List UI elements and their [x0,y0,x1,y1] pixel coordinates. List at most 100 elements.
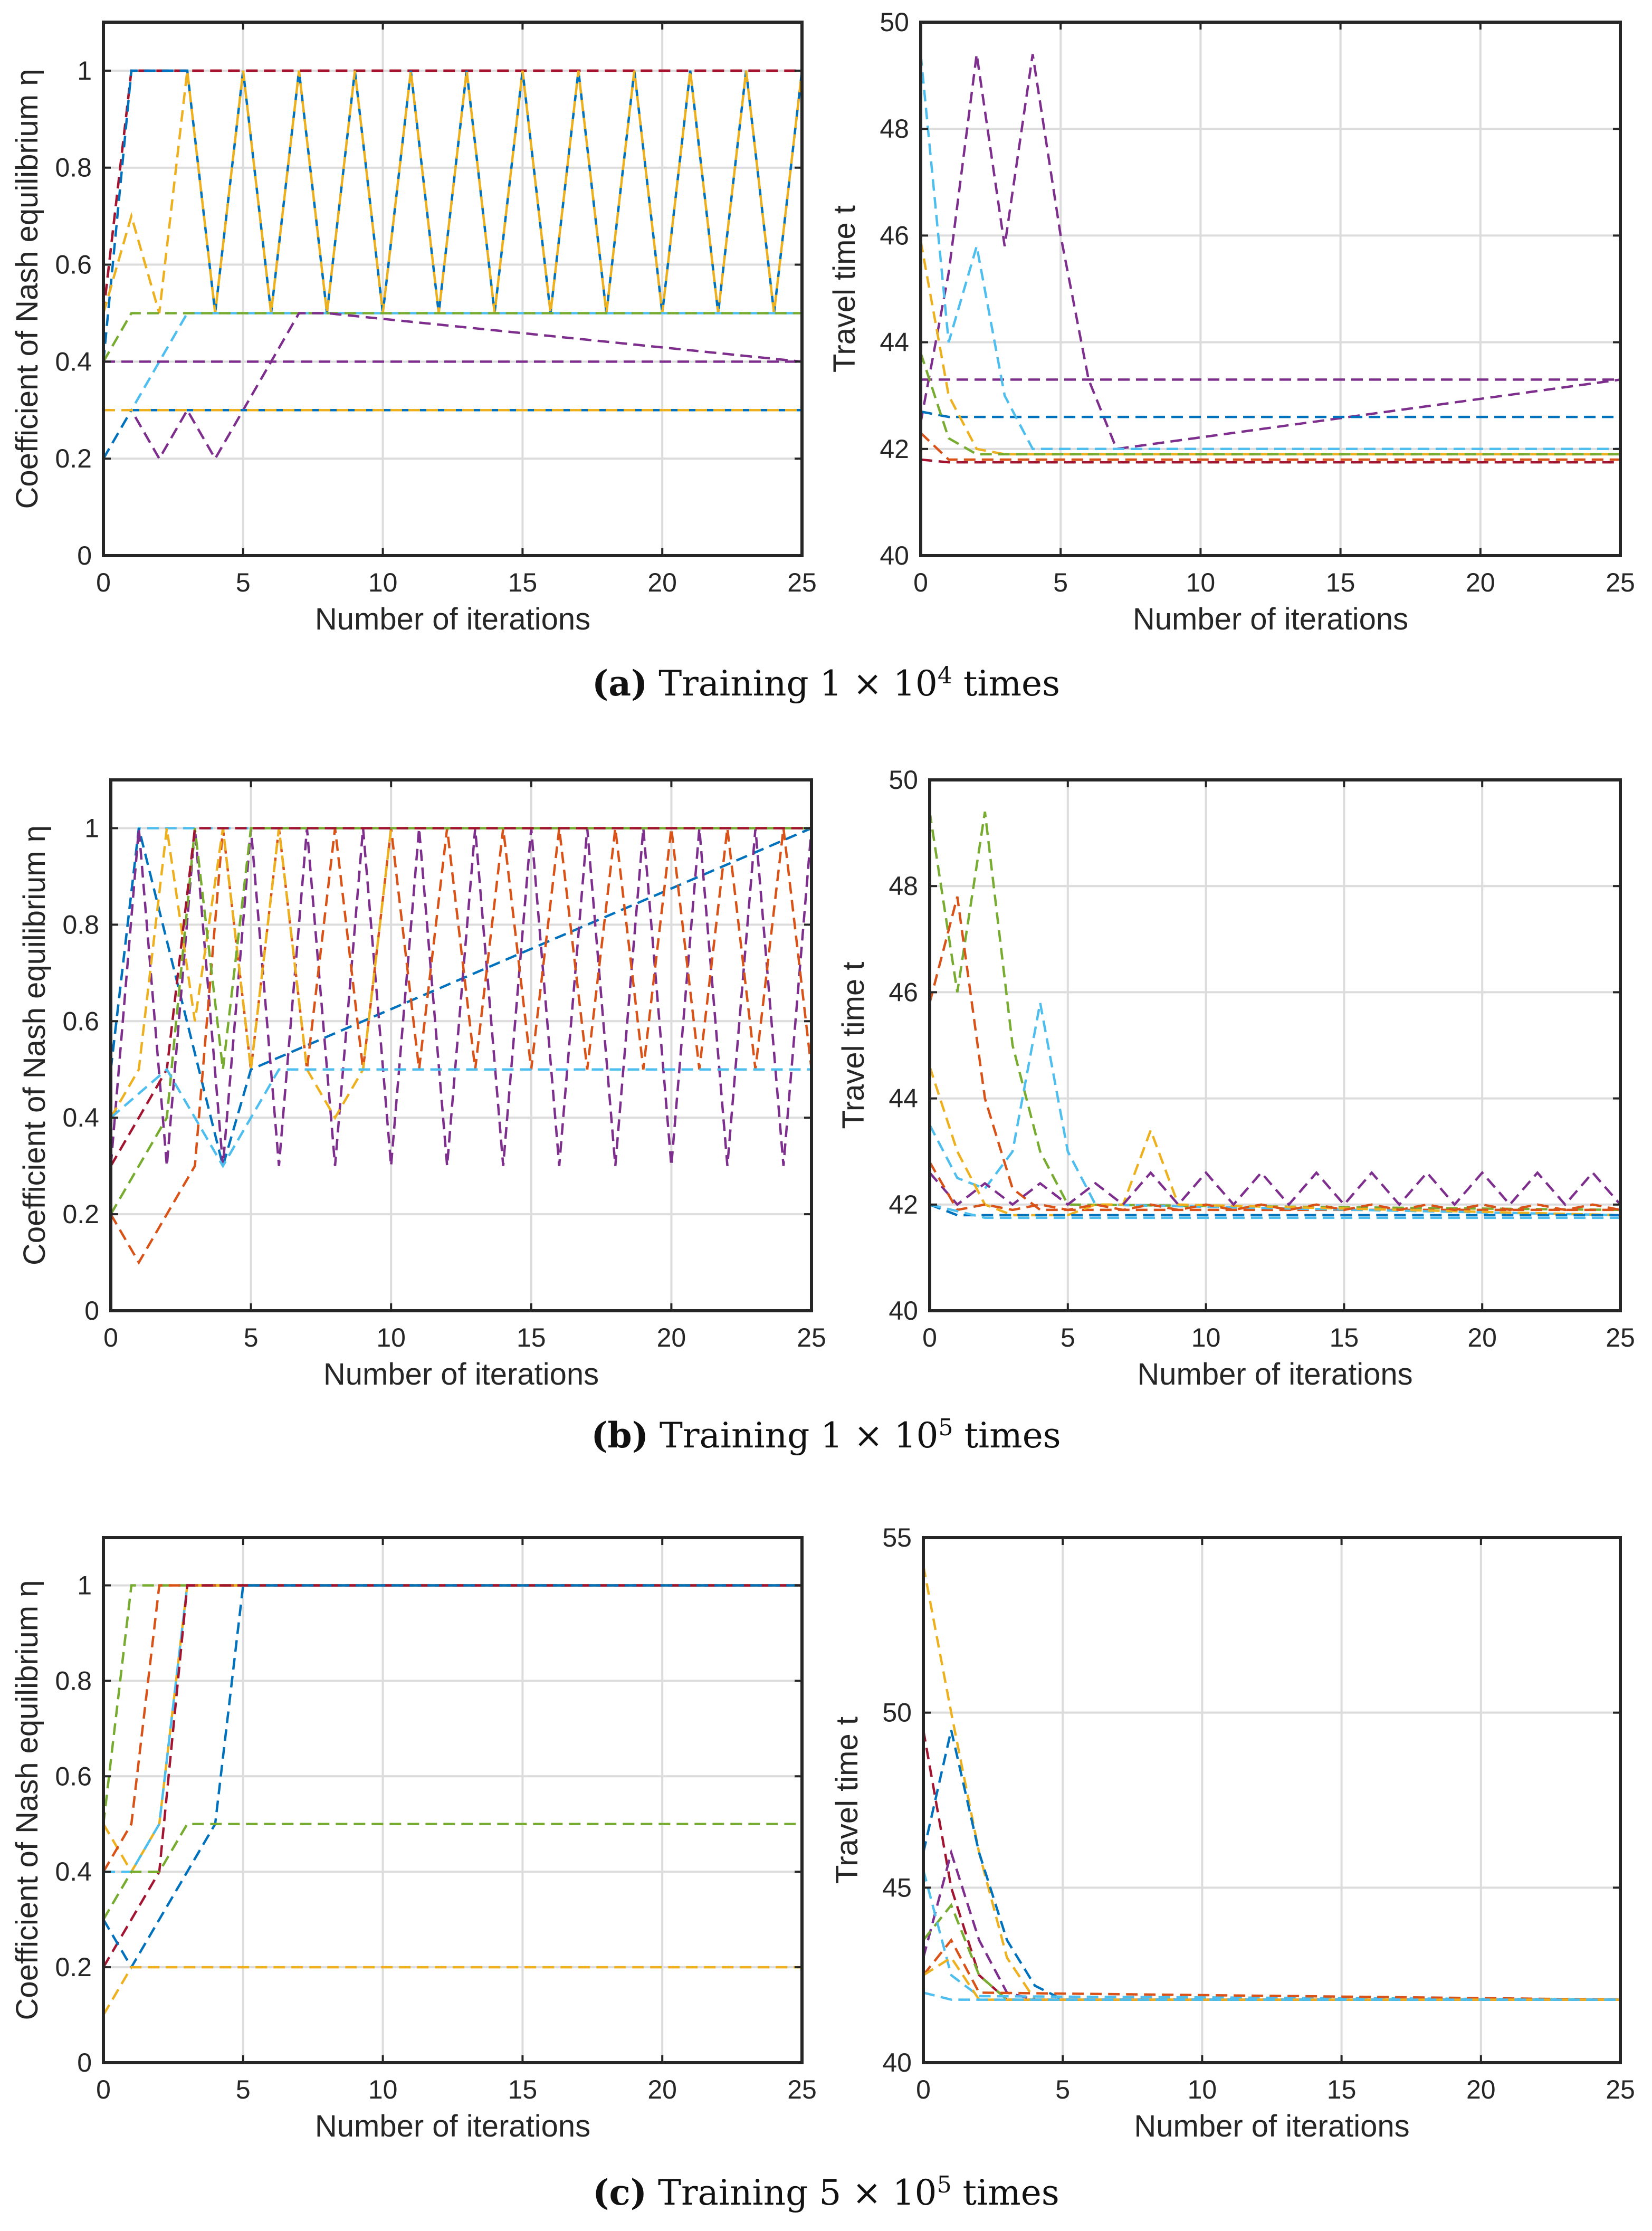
x-tick-label: 10 [1186,568,1216,597]
plot-area [923,1538,1620,2063]
y-tick-label: 0.2 [55,1952,92,1982]
series-line-6 [929,1161,1621,1212]
y-tick-label: 50 [880,7,909,37]
caption-b-exponent: 5 [938,1414,953,1441]
y-tick-label: 0.8 [62,910,99,939]
plot-area [103,22,802,556]
chart-c-left: 0 5 10 15 20 25 0 0.2 0.4 0.6 0.8 1 Number of iterat… [10,1536,817,2143]
y-axis-label: Coefficient of Nash equilibrium η [17,825,52,1265]
x-tick-label: 10 [1188,2075,1217,2104]
x-tick-label: 10 [1191,1323,1221,1352]
plot-area [103,1538,802,2063]
y-tick-label: 0 [77,2048,92,2077]
y-tick-label: 46 [880,221,909,250]
series-line-6 [102,312,802,363]
axis-frame [919,21,1622,557]
plot-area [921,22,1620,556]
caption-c-exponent: 5 [937,2171,952,2198]
caption-b-suffix: times [953,1415,1061,1456]
x-axis-label: Number of iterations [1134,2109,1409,2143]
series-line-4 [928,1066,1621,1217]
y-tick-label: 42 [880,434,909,464]
caption-a-letter: (a) [592,663,648,704]
series-line-2 [109,827,812,1171]
y-tick-label: 40 [880,541,909,570]
chart-a-left: 0 5 10 15 20 25 0 0.2 0.4 0.6 0.8 1 Number of iterat… [10,21,817,636]
caption-c-letter: (c) [593,2172,647,2213]
series-line-6 [919,352,1620,456]
x-tick-label: 20 [657,1323,686,1352]
series-line-9 [923,1991,1620,2001]
x-tick-label: 25 [797,1323,826,1352]
y-axis-label: Travel time t [836,962,871,1129]
axis-frame [102,21,804,557]
x-tick-label: 10 [368,2075,398,2104]
x-tick-label: 0 [96,568,111,597]
series-line-5 [919,241,1620,456]
x-tick-label: 10 [368,568,398,597]
y-tick-label: 1 [84,813,99,843]
series-line-2 [928,896,1620,1212]
x-axis-label: Number of iterations [1133,602,1408,636]
series-line-1 [928,812,1621,1212]
series-line-7 [920,432,1620,461]
y-tick-label: 0.6 [55,1761,92,1791]
series-line-2 [922,1730,1620,2001]
x-tick-label: 25 [1606,1323,1635,1352]
series-line-3 [109,828,813,1166]
y-tick-label: 50 [889,765,918,795]
y-tick-label: 46 [889,977,918,1007]
y-tick-label: 0 [84,1296,99,1326]
series-line-6 [922,1870,1621,2001]
series-line-8 [929,1203,1620,1219]
caption-a-suffix: times [952,663,1060,704]
y-tick-label: 0.2 [62,1199,99,1229]
axis-frame [922,1536,1622,2064]
x-tick-label: 25 [1606,2075,1635,2104]
x-tick-label: 15 [1327,2075,1357,2104]
y-tick-label: 0 [77,541,92,570]
x-tick-label: 5 [236,2075,251,2104]
x-tick-label: 5 [1055,2075,1070,2104]
chart-b-right: 0 5 10 15 20 25 40 42 44 46 48 50 Number of iteratio… [836,765,1635,1391]
plot-area [111,780,811,1311]
y-tick-label: 48 [889,871,918,901]
x-tick-label: 15 [508,2075,538,2104]
series-line-1 [919,54,1621,451]
y-tick-label: 0.4 [62,1103,99,1132]
series-line-3 [929,1003,1621,1217]
series-line-5 [110,827,811,1120]
series-line-7 [929,1203,1620,1217]
y-tick-label: 48 [880,114,909,144]
series-line-5 [929,1170,1621,1207]
caption-a-exponent: 4 [937,662,952,689]
caption-c-text: Training 5 × 10 [657,2172,937,2213]
y-axis-label: Coefficient of Nash equilibrium η [10,1580,44,2020]
series-line-7 [103,312,803,461]
x-tick-label: 5 [244,1323,259,1352]
x-tick-label: 20 [647,2075,677,2104]
x-axis-label: Number of iterations [315,602,590,636]
x-tick-label: 0 [913,568,928,597]
y-tick-label: 42 [889,1190,918,1219]
y-tick-label: 40 [882,2048,912,2077]
caption-a-text: Training 1 × 10 [658,663,938,704]
y-tick-label: 44 [880,328,909,357]
y-tick-label: 44 [889,1084,918,1113]
y-tick-label: 45 [882,1873,912,1902]
x-tick-label: 5 [236,568,251,597]
y-tick-label: 0.6 [62,1006,99,1036]
plot-area [930,780,1620,1311]
x-tick-label: 15 [508,568,538,597]
series-line-8 [110,1067,811,1169]
y-tick-label: 0.2 [55,444,92,473]
axis-frame [102,1536,804,2064]
y-tick-label: 55 [882,1523,912,1552]
series-line-4 [110,828,813,1265]
x-tick-label: 20 [1467,1323,1497,1352]
chart-b-left: 0 5 10 15 20 25 0 0.2 0.4 0.6 0.8 1 Number of iterat… [17,778,826,1391]
y-tick-label: 40 [889,1296,918,1326]
caption-b-text: Training 1 × 10 [659,1415,939,1456]
x-tick-label: 25 [787,2075,817,2104]
